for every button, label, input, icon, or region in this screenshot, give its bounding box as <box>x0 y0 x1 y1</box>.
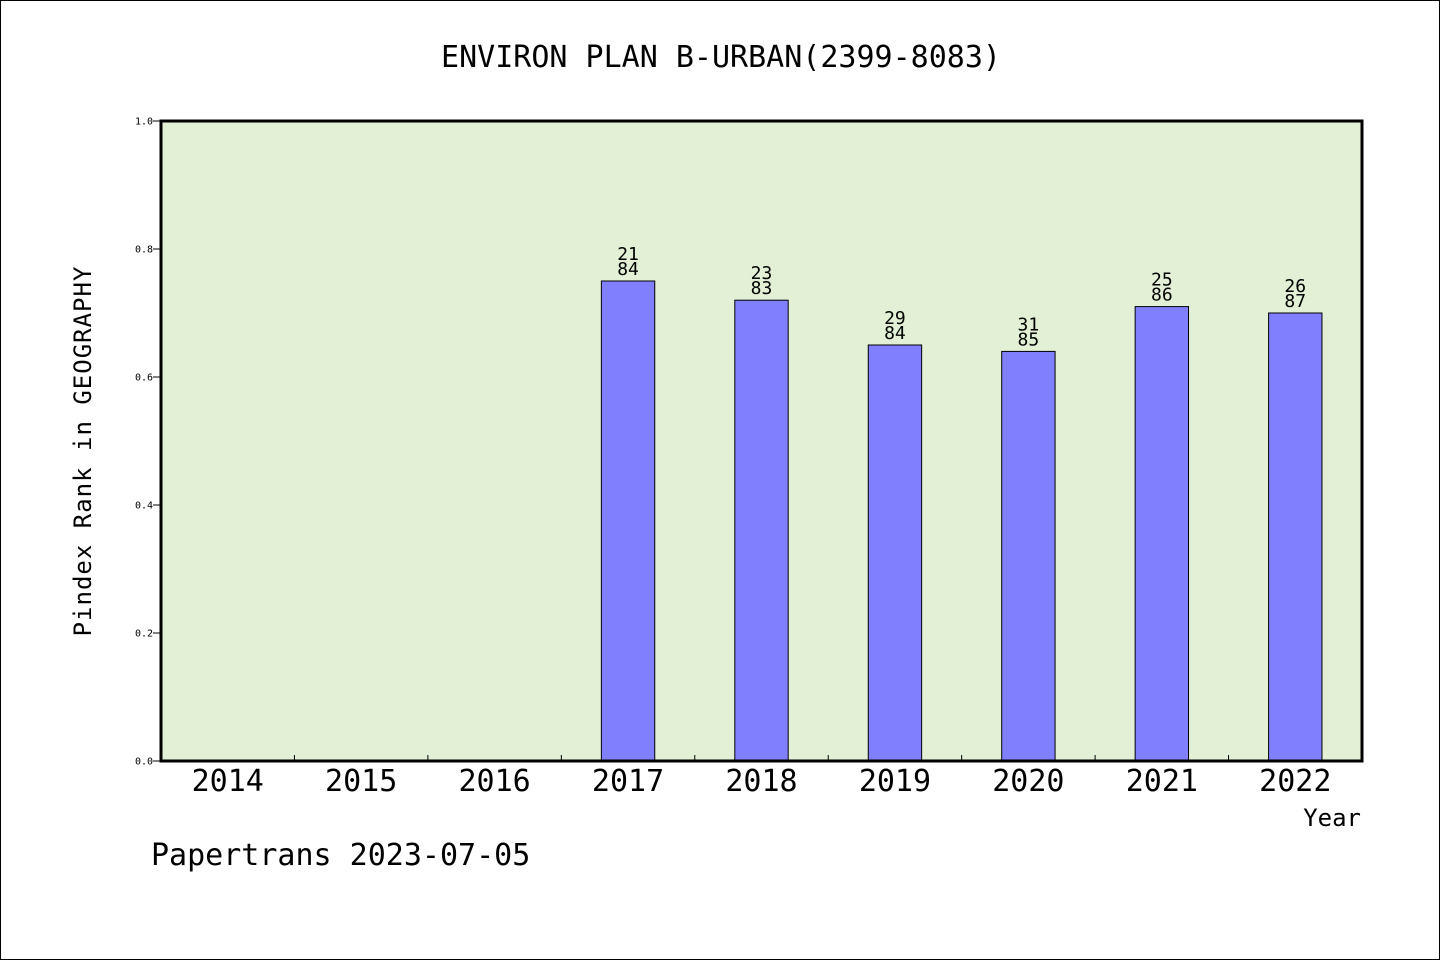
bar-label-bottom-2020: 85 <box>1018 329 1040 350</box>
x-tick-label: 2017 <box>592 764 664 799</box>
x-tick-label: 2022 <box>1259 764 1331 799</box>
x-axis-label: Year <box>1303 804 1361 832</box>
y-tick-label: 1.0 <box>135 117 153 128</box>
x-tick-label: 2021 <box>1126 764 1198 799</box>
bar-label-bottom-2021: 86 <box>1151 285 1173 306</box>
bar-2018 <box>734 299 789 762</box>
bar-label-bottom-2019: 84 <box>884 323 906 344</box>
bar-label-top-2021: 25 <box>1151 270 1173 291</box>
y-tick-label: 0.8 <box>135 245 153 256</box>
x-tick-label: 2015 <box>325 764 397 799</box>
bar-label-top-2020: 31 <box>1018 314 1040 335</box>
x-tick-label: 2018 <box>725 764 797 799</box>
bar-2022 <box>1268 312 1323 762</box>
bar-label-bottom-2018: 83 <box>751 278 773 299</box>
bars-group <box>600 280 1323 762</box>
y-tick-label: 0.6 <box>135 373 153 384</box>
bar-label-bottom-2017: 84 <box>617 259 639 280</box>
footer-credit: Papertrans 2023-07-05 <box>151 838 530 873</box>
bar-label-top-2017: 21 <box>617 244 639 265</box>
y-tick-label: 0.2 <box>135 629 153 640</box>
bar-2017 <box>600 280 656 762</box>
y-axis: 0.0 0.2 0.4 0.6 0.8 1.0 <box>135 117 161 768</box>
y-tick-label: 0.0 <box>135 757 153 768</box>
bar-label-top-2019: 29 <box>884 308 906 329</box>
bar-label-bottom-2022: 87 <box>1284 291 1306 312</box>
bar-label-top-2022: 26 <box>1284 276 1306 297</box>
bar-2019 <box>867 344 923 762</box>
y-tick-label: 0.4 <box>135 501 153 512</box>
bar-2021 <box>1134 306 1190 762</box>
y-axis-label: Pindex Rank in GEOGRAPHY <box>69 266 97 637</box>
x-tick-label: 2014 <box>192 764 264 799</box>
x-tick-label: 2016 <box>458 764 530 799</box>
plot-frame <box>159 119 1364 763</box>
x-tick-label: 2020 <box>992 764 1064 799</box>
chart-title: ENVIRON PLAN B-URBAN(2399-8083) <box>441 40 1001 75</box>
bar-label-top-2018: 23 <box>751 263 773 284</box>
x-axis: 2014 2015 2016 2017 2018 2019 2020 2021 2022 <box>192 755 1331 799</box>
x-tick-label: 2019 <box>859 764 931 799</box>
bar-2020 <box>1001 350 1056 762</box>
